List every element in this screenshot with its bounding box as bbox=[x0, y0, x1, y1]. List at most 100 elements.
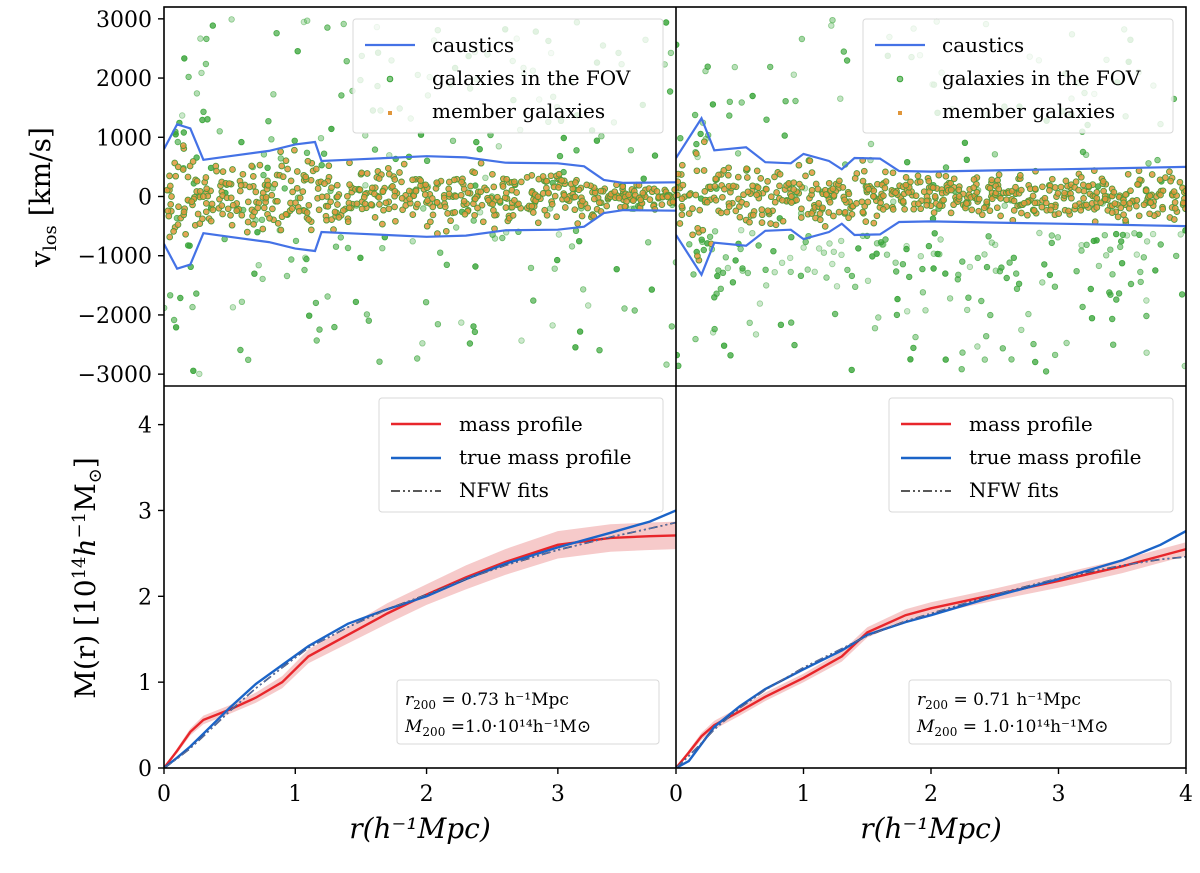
member-galaxy-point bbox=[940, 196, 947, 204]
member-galaxy-point bbox=[912, 192, 920, 200]
member-galaxy-point bbox=[862, 218, 870, 225]
y-tick-label: 0 bbox=[138, 186, 152, 211]
member-galaxy-point bbox=[509, 212, 517, 219]
field-galaxy-point bbox=[470, 217, 477, 224]
field-galaxy-point bbox=[1117, 238, 1125, 245]
member-galaxy-point bbox=[288, 205, 296, 213]
member-galaxy-point bbox=[870, 219, 878, 227]
field-galaxy-point bbox=[420, 205, 427, 212]
field-galaxy-point bbox=[698, 236, 705, 243]
member-galaxy-point bbox=[461, 210, 469, 218]
member-galaxy-point bbox=[619, 183, 627, 190]
member-galaxy-point bbox=[978, 211, 986, 219]
member-galaxy-point bbox=[646, 196, 654, 203]
member-galaxy-point bbox=[725, 203, 733, 210]
field-galaxy-point bbox=[709, 329, 717, 336]
field-galaxy-point bbox=[1102, 252, 1110, 259]
field-galaxy-point bbox=[316, 326, 323, 333]
field-galaxy-point bbox=[196, 370, 203, 378]
field-galaxy-point bbox=[782, 97, 789, 105]
field-galaxy-point bbox=[338, 92, 345, 99]
member-galaxy-point bbox=[1072, 178, 1080, 186]
field-galaxy-point bbox=[1107, 246, 1114, 253]
field-galaxy-point bbox=[593, 137, 601, 144]
member-galaxy-point bbox=[1157, 191, 1164, 199]
field-galaxy-point bbox=[717, 285, 724, 292]
field-galaxy-point bbox=[1041, 261, 1048, 268]
member-galaxy-point bbox=[489, 200, 496, 208]
member-galaxy-point bbox=[851, 175, 859, 182]
member-galaxy-point bbox=[375, 194, 383, 201]
mass-panel-bottom-left bbox=[164, 509, 676, 768]
member-galaxy-point bbox=[1046, 187, 1053, 194]
field-galaxy-point bbox=[172, 324, 180, 331]
field-galaxy-point bbox=[555, 231, 563, 238]
field-galaxy-point bbox=[627, 146, 635, 154]
member-galaxy-point bbox=[1093, 188, 1101, 196]
member-galaxy-point bbox=[1062, 177, 1070, 185]
legend-member-swatch bbox=[898, 111, 902, 115]
field-galaxy-point bbox=[1046, 271, 1054, 279]
member-galaxy-point bbox=[825, 179, 833, 187]
member-galaxy-point bbox=[821, 223, 829, 230]
member-galaxy-point bbox=[947, 209, 955, 217]
field-galaxy-point bbox=[294, 48, 301, 55]
field-galaxy-point bbox=[453, 224, 460, 231]
member-galaxy-point bbox=[711, 182, 719, 190]
member-galaxy-point bbox=[303, 209, 311, 216]
member-galaxy-point bbox=[218, 202, 226, 209]
member-galaxy-point bbox=[327, 198, 334, 206]
member-galaxy-point bbox=[561, 204, 569, 211]
field-galaxy-point bbox=[1101, 231, 1108, 239]
member-galaxy-point bbox=[1061, 189, 1068, 197]
member-galaxy-point bbox=[499, 183, 507, 190]
field-galaxy-point bbox=[996, 268, 1004, 275]
member-galaxy-point bbox=[474, 204, 481, 212]
field-galaxy-point bbox=[919, 289, 927, 296]
field-galaxy-point bbox=[942, 356, 949, 363]
field-galaxy-point bbox=[1087, 285, 1094, 293]
member-galaxy-point bbox=[676, 220, 684, 227]
member-galaxy-point bbox=[771, 198, 779, 206]
member-galaxy-point bbox=[259, 225, 267, 233]
member-galaxy-point bbox=[256, 161, 264, 169]
y-tick-label: 3000 bbox=[96, 8, 152, 33]
member-galaxy-point bbox=[166, 172, 173, 180]
field-galaxy-point bbox=[423, 157, 431, 164]
member-galaxy-point bbox=[929, 184, 937, 192]
member-galaxy-point bbox=[712, 196, 720, 204]
field-galaxy-point bbox=[434, 321, 442, 328]
field-galaxy-point bbox=[999, 345, 1006, 352]
field-galaxy-point bbox=[843, 57, 851, 64]
field-galaxy-point bbox=[473, 138, 480, 146]
field-galaxy-point bbox=[1140, 254, 1147, 261]
member-galaxy-point bbox=[166, 182, 174, 190]
member-galaxy-point bbox=[398, 178, 405, 186]
field-galaxy-point bbox=[1127, 280, 1135, 288]
field-galaxy-point bbox=[744, 269, 752, 277]
member-galaxy-point bbox=[244, 218, 252, 226]
field-galaxy-point bbox=[981, 251, 988, 258]
field-galaxy-point bbox=[265, 117, 272, 125]
member-galaxy-point bbox=[184, 173, 192, 181]
member-galaxy-point bbox=[758, 206, 766, 213]
member-galaxy-point bbox=[312, 165, 320, 173]
member-galaxy-point bbox=[279, 173, 287, 181]
field-galaxy-point bbox=[237, 346, 244, 354]
member-galaxy-point bbox=[346, 181, 353, 188]
scatter-panel-top-left bbox=[164, 16, 676, 378]
member-galaxy-point bbox=[699, 226, 707, 234]
member-galaxy-point bbox=[1047, 206, 1054, 214]
field-galaxy-point bbox=[966, 263, 974, 271]
legend-box bbox=[888, 397, 1174, 513]
field-galaxy-point bbox=[270, 91, 277, 98]
member-galaxy-point bbox=[825, 209, 833, 216]
field-galaxy-point bbox=[482, 174, 489, 181]
member-galaxy-point bbox=[596, 199, 603, 207]
member-galaxy-point bbox=[841, 208, 849, 216]
field-galaxy-point bbox=[925, 242, 933, 250]
field-galaxy-point bbox=[955, 271, 962, 278]
member-galaxy-point bbox=[227, 194, 235, 202]
field-galaxy-point bbox=[983, 263, 991, 271]
member-galaxy-point bbox=[869, 192, 877, 200]
